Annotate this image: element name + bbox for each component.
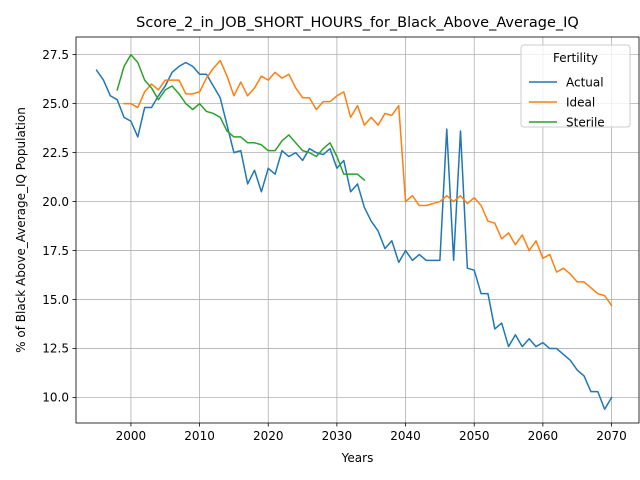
chart-title: Score_2_in_JOB_SHORT_HOURS_for_Black_Abo… (136, 15, 579, 31)
x-tick-label: 2030 (322, 429, 353, 443)
legend-label-ideal: Ideal (566, 95, 595, 109)
series-line-sterile (116, 53, 366, 182)
x-tick-label: 2050 (459, 429, 490, 443)
y-tick-label: 17.5 (42, 244, 69, 258)
y-tick-label: 22.5 (42, 146, 69, 160)
x-tick-label: 2020 (253, 429, 284, 443)
x-tick-label: 2060 (528, 429, 559, 443)
legend-label-actual: Actual (566, 75, 604, 89)
series-line-ideal (123, 59, 613, 307)
y-tick-label: 20.0 (42, 195, 69, 209)
y-tick-label: 12.5 (42, 342, 69, 356)
x-axis-label: Years (341, 451, 374, 465)
y-axis: 10.0 12.5 15.0 17.5 20.0 22.5 25.0 27.5 (42, 48, 76, 405)
legend: Fertility Actual Ideal Sterile (520, 44, 631, 129)
x-axis: 2000 2010 2020 2030 2040 2050 2060 2070 (116, 423, 627, 443)
y-tick-label: 15.0 (42, 293, 69, 307)
series-layer (95, 53, 613, 411)
legend-label-sterile: Sterile (566, 115, 605, 129)
x-tick-label: 2040 (390, 429, 421, 443)
y-tick-label: 10.0 (42, 391, 69, 405)
x-tick-label: 2010 (184, 429, 215, 443)
y-axis-label: % of Black Above_Average_IQ Population (14, 107, 28, 353)
y-tick-label: 27.5 (42, 48, 69, 62)
plot-frame (75, 36, 640, 424)
series-line-actual (95, 61, 613, 411)
x-tick-label: 2000 (116, 429, 147, 443)
x-tick-label: 2070 (596, 429, 627, 443)
legend-box (520, 44, 631, 128)
legend-title: Fertility (553, 51, 598, 65)
y-tick-label: 25.0 (42, 97, 69, 111)
